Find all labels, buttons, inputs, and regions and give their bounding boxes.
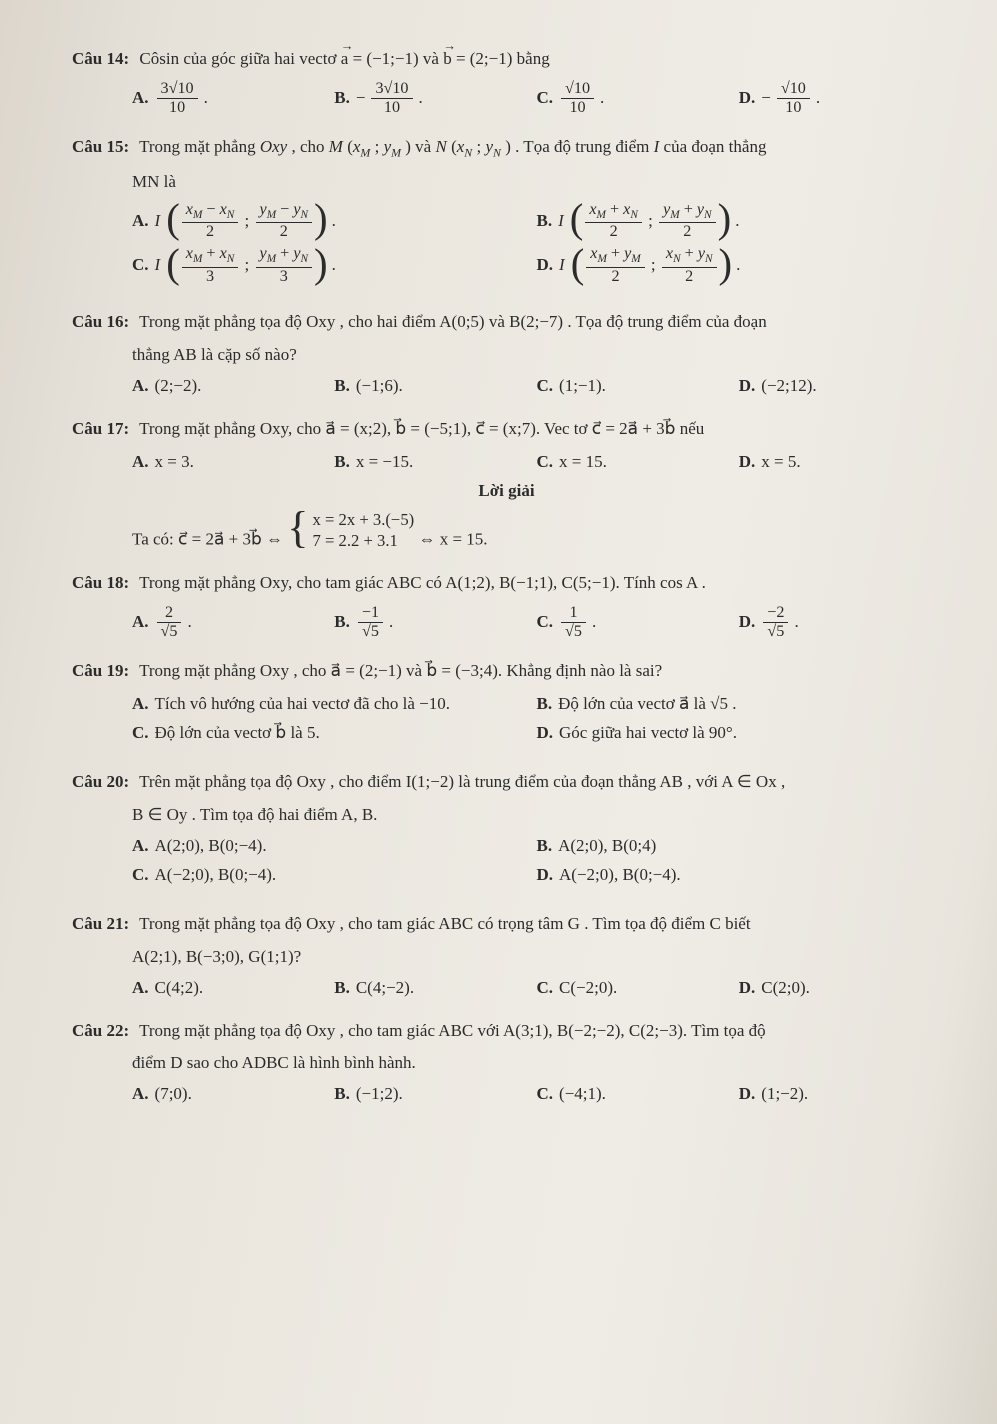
q17-solution: Ta có: c⃗ = 2a⃗ + 3b⃗ ⇔ { x = 2x + 3.(−5… <box>132 509 941 552</box>
q14-text-pre: Côsin của góc giữa hai vectơ <box>139 49 340 68</box>
q19-options: A.Tích vô hướng của hai vectơ đã cho là … <box>132 693 941 751</box>
q16-opt-c: C.(1;−1). <box>537 375 739 398</box>
q14-opt-d: D. − √1010 . <box>739 81 941 116</box>
q14-opt-c: C. √1010 . <box>537 81 739 116</box>
q17-opt-c: C.x = 15. <box>537 451 739 474</box>
q22-opt-b: B.(−1;2). <box>334 1083 536 1106</box>
q20-opt-d: D.A(−2;0), B(0;−4). <box>537 864 942 887</box>
q22-opt-a: A.(7;0). <box>132 1083 334 1106</box>
q19-opt-c: C.Độ lớn của vectơ b⃗ là 5. <box>132 722 537 745</box>
q20-opt-c: C.A(−2;0), B(0;−4). <box>132 864 537 887</box>
q16-stem: Câu 16: Trong mặt phẳng tọa độ Oxy , cho… <box>72 311 941 334</box>
q19-opt-a: A.Tích vô hướng của hai vectơ đã cho là … <box>132 693 537 716</box>
q16-opt-d: D.(−2;12). <box>739 375 941 398</box>
question-14: Câu 14: Côsin của góc giữa hai vectơ a =… <box>72 48 941 116</box>
q15-options: A. I ( xM − xN2 ; yM − yN2 ). B. I ( xM … <box>132 202 941 291</box>
q20-opt-b: B.A(2;0), B(0;4) <box>537 835 942 858</box>
q18-opt-d: D. −2√5. <box>739 605 941 640</box>
q21-options: A.C(4;2). B.C(4;−2). C.C(−2;0). D.C(2;0)… <box>132 977 941 1000</box>
q15-stem: Câu 15: Trong mặt phẳng Oxy , cho M (xM … <box>72 136 941 160</box>
q18-stem: Câu 18: Trong mặt phẳng Oxy, cho tam giá… <box>72 572 941 595</box>
question-16: Câu 16: Trong mặt phẳng tọa độ Oxy , cho… <box>72 311 941 398</box>
q21-opt-b: B.C(4;−2). <box>334 977 536 1000</box>
vec-b: b <box>443 49 452 68</box>
q14-options: A. 3√1010 . B. − 3√1010 . C. √1010 . D. … <box>132 81 941 116</box>
q15-text: Trong mặt phẳng Oxy , cho M (xM ; yM ) v… <box>139 137 766 156</box>
q15-stem2: MN là <box>132 171 941 194</box>
q16-opt-b: B.(−1;6). <box>334 375 536 398</box>
q14-opt-a: A. 3√1010 . <box>132 81 334 116</box>
q15-opt-b: B. I ( xM + xN2 ; yM + yN2 ). <box>537 202 942 241</box>
q18-opt-c: C. 1√5. <box>537 605 739 640</box>
question-19: Câu 19: Trong mặt phẳng Oxy , cho a⃗ = (… <box>72 660 941 751</box>
question-21: Câu 21: Trong mặt phẳng tọa độ Oxy , cho… <box>72 913 941 1000</box>
q21-opt-c: C.C(−2;0). <box>537 977 739 1000</box>
q19-stem: Câu 19: Trong mặt phẳng Oxy , cho a⃗ = (… <box>72 660 941 683</box>
q15-opt-d: D. I ( xM + yM2 ; xN + yN2 ). <box>537 246 942 285</box>
q17-options: A.x = 3. B.x = −15. C.x = 15. D.x = 5. <box>132 451 941 474</box>
q20-stem: Câu 20: Trên mặt phẳng tọa độ Oxy , cho … <box>72 771 941 794</box>
q22-opt-d: D.(1;−2). <box>739 1083 941 1106</box>
q21-stem: Câu 21: Trong mặt phẳng tọa độ Oxy , cho… <box>72 913 941 936</box>
question-17: Câu 17: Trong mặt phẳng Oxy, cho a⃗ = (x… <box>72 418 941 552</box>
q17-opt-a: A.x = 3. <box>132 451 334 474</box>
q22-opt-c: C.(−4;1). <box>537 1083 739 1106</box>
question-20: Câu 20: Trên mặt phẳng tọa độ Oxy , cho … <box>72 771 941 893</box>
q21-opt-a: A.C(4;2). <box>132 977 334 1000</box>
q21-opt-d: D.C(2;0). <box>739 977 941 1000</box>
q18-opt-b: B. −1√5. <box>334 605 536 640</box>
q17-solution-label: Lời giải <box>72 480 941 503</box>
q19-opt-d: D.Góc giữa hai vectơ là 90°. <box>537 722 942 745</box>
q15-opt-a: A. I ( xM − xN2 ; yM − yN2 ). <box>132 202 537 241</box>
q22-stem: Câu 22: Trong mặt phẳng tọa độ Oxy , cho… <box>72 1020 941 1043</box>
q14-label: Câu 14: <box>72 49 129 68</box>
q14-opt-b: B. − 3√1010 . <box>334 81 536 116</box>
q22-options: A.(7;0). B.(−1;2). C.(−4;1). D.(1;−2). <box>132 1083 941 1106</box>
q15-opt-c: C. I ( xM + xN3 ; yM + yN3 ). <box>132 246 537 285</box>
q18-opt-a: A. 2√5. <box>132 605 334 640</box>
q16-options: A.(2;−2). B.(−1;6). C.(1;−1). D.(−2;12). <box>132 375 941 398</box>
q17-opt-d: D.x = 5. <box>739 451 941 474</box>
q20-opt-a: A.A(2;0), B(0;−4). <box>132 835 537 858</box>
question-22: Câu 22: Trong mặt phẳng tọa độ Oxy , cho… <box>72 1020 941 1107</box>
q18-options: A. 2√5. B. −1√5. C. 1√5. D. −2√5. <box>132 605 941 640</box>
question-18: Câu 18: Trong mặt phẳng Oxy, cho tam giá… <box>72 572 941 640</box>
question-15: Câu 15: Trong mặt phẳng Oxy , cho M (xM … <box>72 136 941 291</box>
q16-opt-a: A.(2;−2). <box>132 375 334 398</box>
q20-options: A.A(2;0), B(0;−4). B.A(2;0), B(0;4) C.A(… <box>132 835 941 893</box>
vec-a: a <box>341 49 349 68</box>
q19-opt-b: B.Độ lớn của vectơ a⃗ là √5 . <box>537 693 942 716</box>
q14-stem: Câu 14: Côsin của góc giữa hai vectơ a =… <box>72 48 941 71</box>
q17-stem: Câu 17: Trong mặt phẳng Oxy, cho a⃗ = (x… <box>72 418 941 441</box>
q17-opt-b: B.x = −15. <box>334 451 536 474</box>
